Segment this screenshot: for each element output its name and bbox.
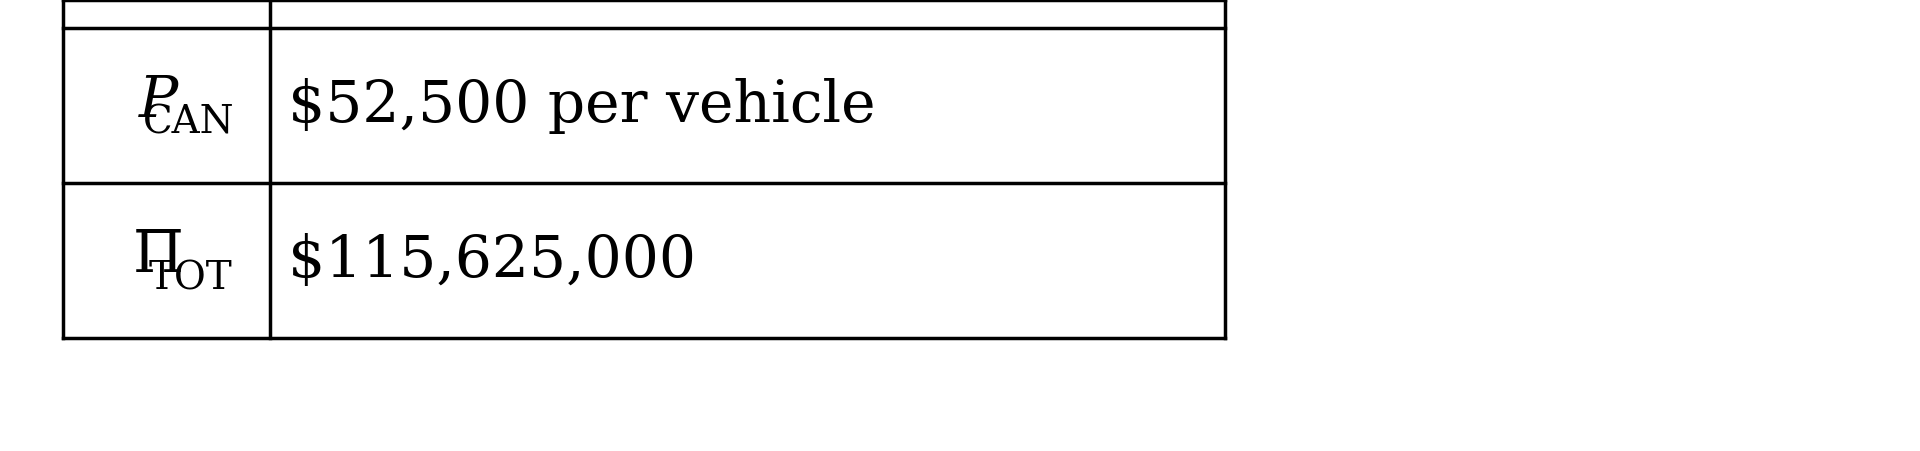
Text: $52,500 per vehicle: $52,500 per vehicle <box>288 78 876 133</box>
Text: Π: Π <box>132 229 184 285</box>
Text: CAN: CAN <box>142 105 234 142</box>
Text: TOT: TOT <box>148 260 232 297</box>
Text: P: P <box>138 73 179 130</box>
Text: $115,625,000: $115,625,000 <box>288 233 695 289</box>
